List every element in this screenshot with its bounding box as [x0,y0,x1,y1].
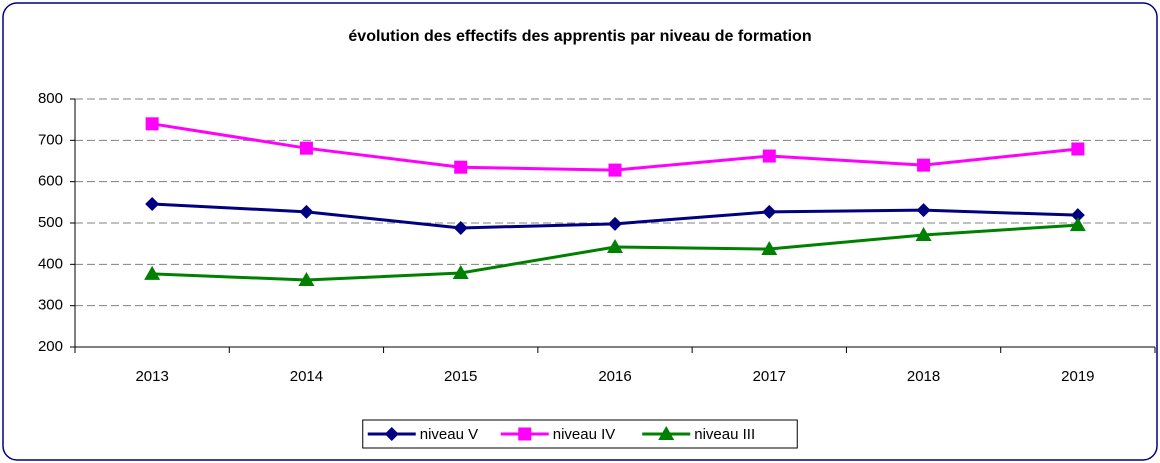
y-tick-label: 200 [38,338,63,355]
y-tick-label: 500 [38,214,63,231]
marker [915,226,932,241]
marker [299,141,313,155]
legend-label: niveau V [420,426,478,443]
x-tick-label: 2015 [444,368,477,385]
legend-box [362,419,798,449]
marker [917,158,931,172]
x-tick-label: 2016 [598,368,631,385]
x-tick-label: 2017 [753,368,786,385]
marker [1071,142,1085,156]
marker [299,204,314,219]
marker [761,241,778,256]
legend-marker [658,426,675,440]
x-tick-label: 2013 [135,368,168,385]
legend-marker [384,427,399,441]
x-tick-label: 2014 [290,368,323,385]
marker [607,238,623,253]
marker [916,203,931,218]
marker [1069,217,1086,232]
marker [145,117,159,131]
marker [298,272,315,287]
marker [762,204,777,219]
y-tick-label: 700 [38,131,63,148]
x-tick-label: 2019 [1061,368,1094,385]
legend-label: niveau IV [553,426,616,443]
marker [144,265,161,280]
x-tick-label: 2018 [907,368,940,385]
marker [454,160,468,174]
y-tick-label: 800 [38,90,63,107]
y-tick-label: 600 [38,173,63,190]
legend-label: niveau III [694,426,755,443]
legend-marker [518,427,532,441]
y-tick-label: 300 [38,297,63,314]
marker [1070,208,1085,223]
marker [145,196,160,211]
chart-title: évolution des effectifs des apprentis pa… [348,28,811,45]
marker [453,220,468,235]
y-tick-label: 400 [38,255,63,272]
marker [608,216,622,231]
marker [452,265,469,280]
marker [762,149,776,163]
marker [608,163,622,177]
